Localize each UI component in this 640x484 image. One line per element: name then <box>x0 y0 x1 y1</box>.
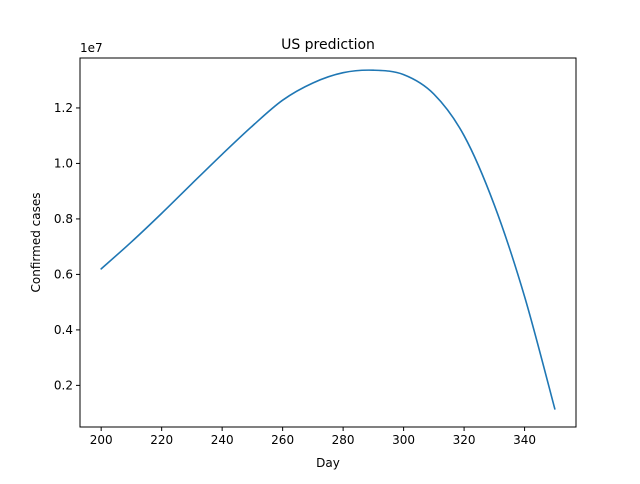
chart-title: US prediction <box>281 37 375 53</box>
x-tick-label: 280 <box>332 433 355 447</box>
y-tick-label: 0.2 <box>54 378 73 392</box>
y-tick-label: 1.2 <box>54 101 73 115</box>
x-axis-ticks: 200 220 240 260 280 300 320 340 <box>90 427 536 447</box>
y-axis-offset-label: 1e7 <box>80 41 103 55</box>
x-tick-label: 220 <box>150 433 173 447</box>
plot-area <box>100 69 556 410</box>
y-tick-label: 0.8 <box>54 212 73 226</box>
y-axis-label: Confirmed cases <box>29 193 43 293</box>
y-tick-label: 1.0 <box>54 156 73 170</box>
y-axis-ticks: 0.2 0.4 0.6 0.8 1.0 1.2 <box>54 101 80 392</box>
axes-frame <box>79 57 577 428</box>
x-tick-label: 340 <box>513 433 536 447</box>
x-tick-label: 200 <box>90 433 113 447</box>
x-tick-label: 240 <box>211 433 234 447</box>
x-axis-label: Day <box>316 456 340 470</box>
y-tick-label: 0.6 <box>54 267 73 281</box>
x-tick-label: 300 <box>392 433 415 447</box>
x-tick-label: 260 <box>271 433 294 447</box>
series-line-0 <box>100 69 556 410</box>
y-tick-label: 0.4 <box>54 323 73 337</box>
x-tick-label: 320 <box>453 433 476 447</box>
